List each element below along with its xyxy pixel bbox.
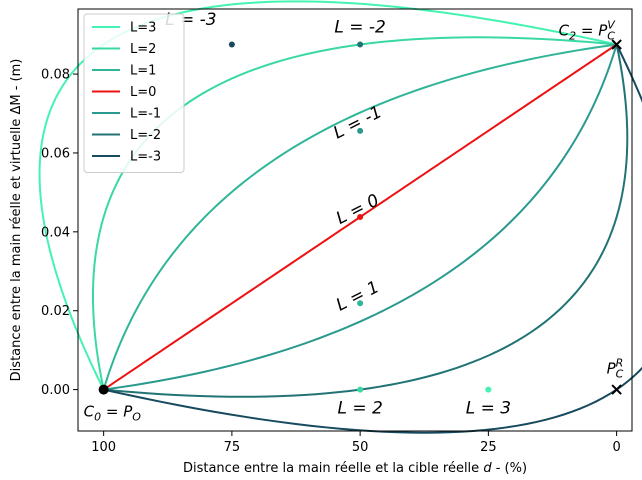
c0-label-b: = P [101,403,133,421]
legend: L=3 L=2 L=1 L=0 L=-1 L=-2 L=-3 [83,13,185,173]
c0-label: C0 = PO [84,403,142,424]
x-tick-label: 100 [91,440,116,455]
pr-label-sub: C [616,368,624,381]
control-point [357,41,364,48]
c2-label-sub2: C [607,29,615,42]
legend-label: L=0 [130,85,156,100]
cross-marker [611,384,622,395]
c0-label-sub2: O [132,411,141,424]
x-axis: 100 75 50 25 0 [91,431,621,455]
control-point [357,386,364,393]
x-axis-title-suffix: - (%) [492,461,527,476]
legend-box [83,13,185,173]
curve-annotation: L = 0 [333,190,382,228]
y-tick-label: 0.04 [41,225,70,240]
x-tick-label: 50 [352,440,369,455]
c0-label-a: C [84,403,95,421]
x-tick-label: 75 [224,440,241,455]
c2-label-sub: 2 [569,29,576,42]
x-axis-title-prefix: Distance entre la main réelle et la cibl… [183,461,483,476]
plot-area [38,0,642,434]
c2-label-sup: V [607,18,616,31]
pr-label: PR C [607,357,624,381]
curve-annotation: L = -1 [330,102,385,143]
control-point [357,127,364,134]
legend-label: L=-2 [130,128,161,143]
curve-annotation: L = -2 [334,18,385,38]
pr-label-sup: R [616,357,624,370]
control-point [357,300,364,307]
curve-annotation: L = 2 [337,398,382,418]
start-point-marker [98,384,109,395]
c2-label-a: C [559,21,570,39]
x-axis-title-var: d [483,461,492,476]
y-tick-label: 0.02 [41,304,70,319]
x-tick-label: 25 [480,440,497,455]
y-axis: 0.00 0.02 0.04 0.06 0.08 [41,68,78,398]
control-point [228,41,235,48]
legend-label: L=3 [130,21,156,36]
corner-labels: C0 = PO C2 = PV C PR C [84,18,624,423]
control-point [485,386,492,393]
cross-marker [611,39,622,50]
legend-label: L=1 [130,64,156,79]
pr-label-a: P [607,360,617,378]
plot-frame [77,8,633,432]
series-line-L=2 [91,36,617,390]
y-tick-label: 0.00 [41,383,70,398]
y-tick-label: 0.08 [41,68,70,83]
series-line-L=-1 [103,44,618,391]
curve-annotation: L = 3 [466,398,511,418]
curve-annotation: L = 1 [333,277,382,315]
x-axis-title: Distance entre la main réelle et la cibl… [183,461,527,476]
legend-label: L=-1 [130,107,161,122]
legend-label: L=-3 [130,150,161,165]
y-tick-label: 0.06 [41,146,70,161]
c2-label-b: = P [576,21,608,39]
series-line-L=1 [102,43,617,390]
y-axis-title: Distance entre la main réelle et virtuel… [9,59,24,382]
control-points-layer [98,41,492,395]
series-line-L=-2 [103,44,629,398]
legend-label: L=2 [130,42,156,57]
control-point [357,214,364,221]
cross-markers-layer [611,39,622,395]
c0-label-sub: 0 [94,411,101,424]
c2-label: C2 = PV C [559,18,617,42]
x-tick-label: 0 [612,440,620,455]
